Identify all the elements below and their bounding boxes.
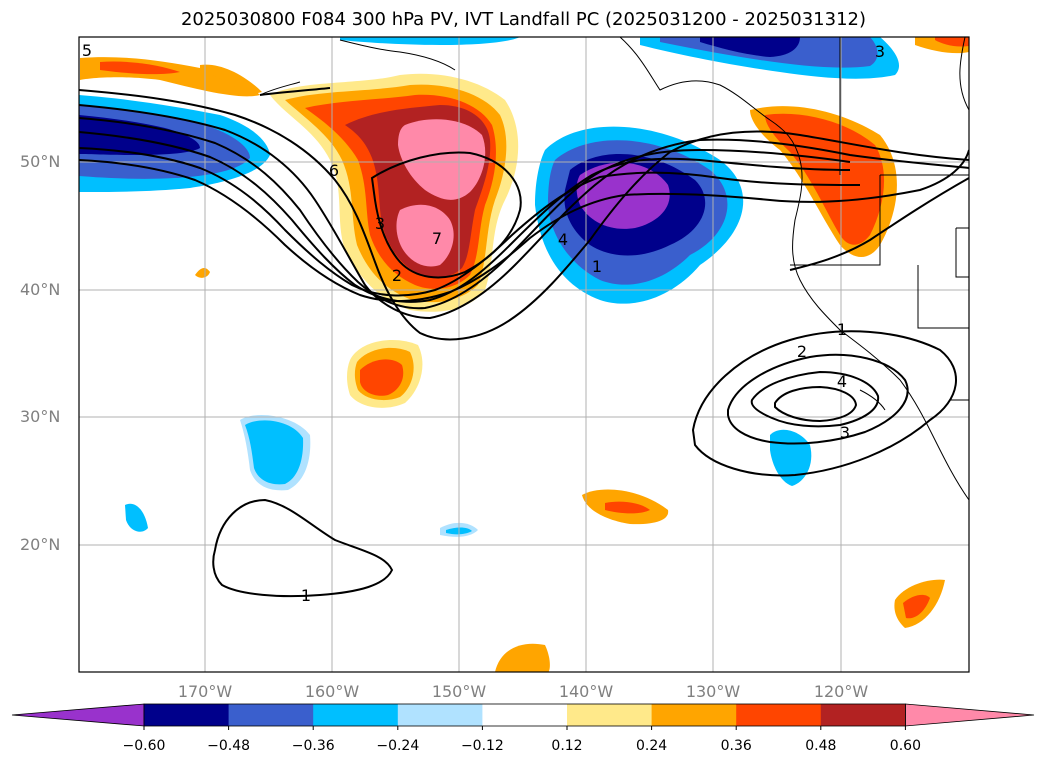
colorbar-frame xyxy=(143,703,906,727)
colorbar-tick-label: −0.36 xyxy=(291,738,335,754)
colorbar-extend-high xyxy=(905,703,1035,727)
lat-label: 50°N xyxy=(20,152,61,171)
contour-label: 2 xyxy=(392,266,402,285)
colorbar-segment xyxy=(567,704,653,726)
lon-label: 120°W xyxy=(813,682,869,701)
colorbar-tick-label: 0.60 xyxy=(889,738,921,754)
colorbar-tick-label: −0.24 xyxy=(376,738,420,754)
ivt-contours xyxy=(79,87,969,598)
contour-labels: 5 6 7 3 2 4 1 1 2 4 3 1 3 xyxy=(82,41,885,605)
colorbar-segment xyxy=(313,704,399,726)
contour-label: 3 xyxy=(375,214,385,233)
contour-label: 7 xyxy=(432,229,442,248)
contour-label: 3 xyxy=(840,423,850,442)
colorbar-segment xyxy=(228,704,314,726)
colorbar-tick-label: 0.24 xyxy=(636,738,668,754)
lat-label: 40°N xyxy=(20,280,61,299)
colorbar-segment xyxy=(651,704,737,726)
lon-label: 150°W xyxy=(431,682,487,701)
map-frame xyxy=(78,36,970,673)
coastlines xyxy=(259,37,969,501)
contour-label: 5 xyxy=(82,41,92,60)
lon-label: 130°W xyxy=(685,682,741,701)
colorbar-tick-label: 0.12 xyxy=(551,738,583,754)
lat-label: 30°N xyxy=(20,407,61,426)
colorbar-segment xyxy=(144,704,230,726)
map-title: 2025030800 F084 300 hPa PV, IVT Landfall… xyxy=(180,9,867,30)
lon-label: 160°W xyxy=(304,682,360,701)
colorbar xyxy=(11,703,1035,730)
colorbar-segment xyxy=(397,704,483,726)
gridlines xyxy=(79,37,969,672)
colorbar-tick-label: 0.36 xyxy=(720,738,752,754)
contour-label: 6 xyxy=(329,161,339,180)
lon-label: 170°W xyxy=(177,682,233,701)
colorbar-segment xyxy=(736,704,822,726)
colorbar-tick-label: 0.48 xyxy=(805,738,837,754)
colorbar-segment xyxy=(820,704,906,726)
colorbar-segment xyxy=(482,704,568,726)
lat-label: 20°N xyxy=(20,535,61,554)
colorbar-extend-low xyxy=(11,703,145,727)
contour-label: 4 xyxy=(558,230,568,249)
colorbar-tick-label: −0.12 xyxy=(460,738,504,754)
contour-label: 1 xyxy=(837,320,847,339)
contour-label: 3 xyxy=(875,42,885,61)
lon-label: 140°W xyxy=(558,682,614,701)
colorbar-tick-label: −0.48 xyxy=(207,738,251,754)
contour-label: 1 xyxy=(592,257,602,276)
contour-label: 1 xyxy=(301,586,311,605)
colorbar-tick-label: −0.60 xyxy=(122,738,166,754)
contour-label: 4 xyxy=(837,372,847,391)
contour-label: 2 xyxy=(797,342,807,361)
